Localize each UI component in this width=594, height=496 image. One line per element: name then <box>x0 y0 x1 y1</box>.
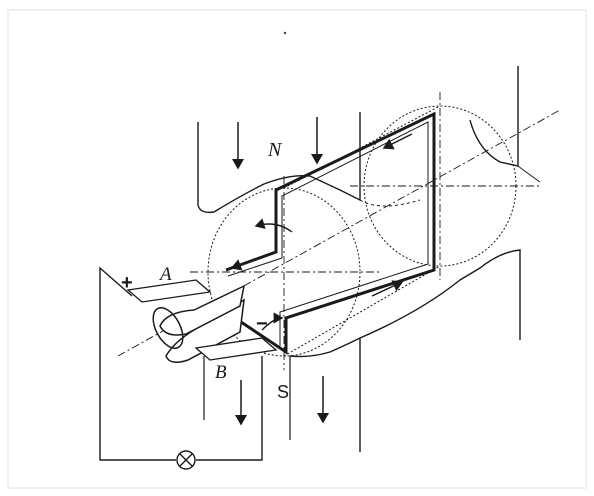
magnet-north-pole <box>197 66 541 214</box>
south-pole-label: S <box>277 382 289 402</box>
north-pole-label: N <box>267 139 283 161</box>
brush-b-label: B <box>215 362 227 383</box>
coil-edge <box>227 121 429 346</box>
rotation-arrow <box>254 218 293 233</box>
rotation-arrow <box>261 312 284 331</box>
image-border <box>7 9 587 489</box>
circuit-wire-left <box>99 266 176 461</box>
lamp-cross <box>179 453 193 467</box>
coil-loop <box>225 111 436 355</box>
commutator-lower-half <box>165 298 245 363</box>
brush-a-label: A <box>158 264 172 285</box>
commutator <box>152 284 246 363</box>
plus-terminal: + <box>121 272 133 294</box>
current-arrow <box>371 280 404 297</box>
current-arrow <box>382 133 413 150</box>
brushes <box>126 279 278 361</box>
brush-b <box>194 337 278 361</box>
current-arrow <box>230 259 249 271</box>
lamp <box>176 450 196 470</box>
field-arrows-top <box>232 117 323 170</box>
current-arrows <box>230 133 413 297</box>
minus-terminal: − <box>256 313 268 335</box>
circuit-wire-right <box>196 356 263 461</box>
brush-a <box>126 279 212 303</box>
field-arrows-bottom <box>235 376 329 426</box>
scan-speck <box>283 31 287 35</box>
magnet-south-pole <box>203 249 521 452</box>
external-circuit <box>99 266 263 461</box>
